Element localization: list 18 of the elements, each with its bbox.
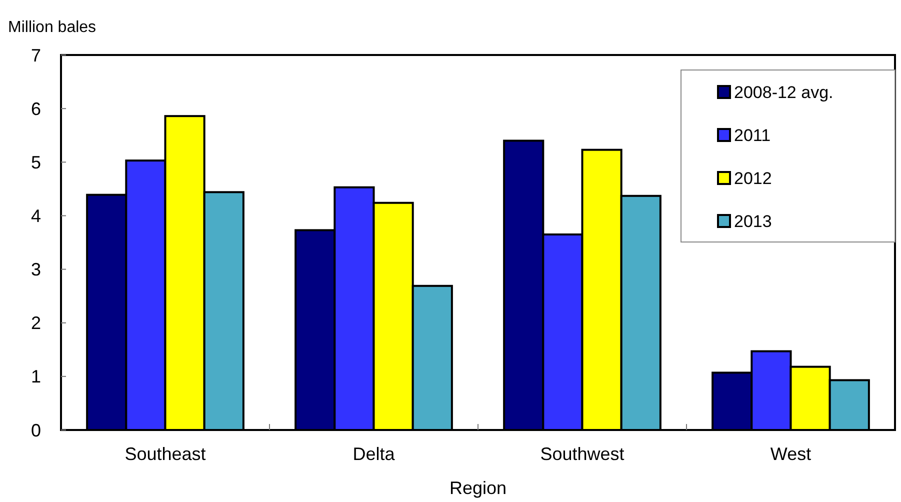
x-tick-label: Southeast [124, 444, 206, 464]
y-tick-label: 6 [30, 98, 41, 119]
x-tick-label: West [770, 444, 812, 464]
y-tick-label: 1 [30, 366, 41, 387]
legend-label: 2008-12 avg. [734, 82, 834, 102]
y-tick-label: 5 [30, 152, 41, 172]
x-axis-title: Region [449, 478, 507, 498]
y-axis-title: Million bales [8, 19, 96, 36]
legend-label: 2013 [734, 212, 772, 231]
legend-label: 2012 [734, 168, 772, 188]
y-tick-label: 0 [30, 420, 41, 440]
y-tick-label: 3 [30, 260, 41, 280]
x-tick-label: Southwest [540, 444, 624, 464]
y-tick-label: 2 [30, 313, 41, 334]
x-tick-label: Delta [352, 444, 396, 464]
legend-label: 2011 [734, 126, 771, 145]
y-tick-label: 7 [30, 45, 41, 66]
y-tick-label: 4 [30, 206, 41, 226]
